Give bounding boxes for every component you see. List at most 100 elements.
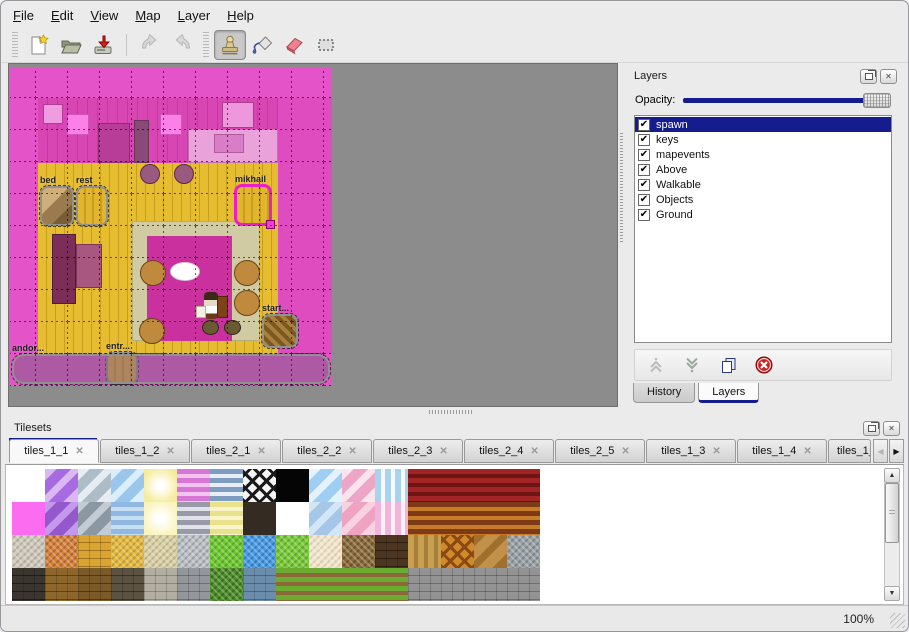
tile[interactable] xyxy=(309,469,342,502)
tile[interactable] xyxy=(177,535,210,568)
tileset-tab-tiles_1_4[interactable]: tiles_1_4 ✕ xyxy=(737,439,827,463)
scrollbar-thumb[interactable] xyxy=(885,483,899,543)
close-tab-icon[interactable]: ✕ xyxy=(166,445,175,457)
menu-help[interactable]: Help xyxy=(227,7,254,23)
opacity-slider[interactable] xyxy=(683,92,891,108)
tile[interactable] xyxy=(375,469,408,502)
tileset-tab-tiles_2_5[interactable]: tiles_2_5 ✕ xyxy=(555,439,645,463)
dock-tab-layers[interactable]: Layers xyxy=(698,383,760,403)
tile-grid[interactable] xyxy=(12,469,540,601)
layer-visibility-checkbox[interactable]: ✔ xyxy=(638,193,650,206)
new-file-button[interactable] xyxy=(23,30,55,60)
tile[interactable] xyxy=(375,568,408,601)
tile[interactable] xyxy=(243,502,276,535)
map-object-andor[interactable]: andor... xyxy=(11,343,331,385)
tile[interactable] xyxy=(507,535,540,568)
close-panel-button[interactable]: ✕ xyxy=(880,68,897,84)
layer-visibility-checkbox[interactable]: ✔ xyxy=(638,208,650,221)
duplicate-layer-button[interactable] xyxy=(715,353,741,377)
tile[interactable] xyxy=(408,502,441,535)
layer-list[interactable]: ✔ spawn ✔ keys ✔ mapevents ✔ Above ✔ Walkable ✔ Obj… xyxy=(634,115,892,343)
tile[interactable] xyxy=(144,469,177,502)
resize-grip[interactable] xyxy=(890,613,905,628)
menu-file[interactable]: File xyxy=(13,7,34,23)
tileset-tab-tiles_1_3[interactable]: tiles_1_3 ✕ xyxy=(646,439,736,463)
close-tab-icon[interactable]: ✕ xyxy=(257,445,266,457)
tile[interactable] xyxy=(342,469,375,502)
tile[interactable] xyxy=(375,502,408,535)
tile[interactable] xyxy=(309,535,342,568)
tile[interactable] xyxy=(507,568,540,601)
lower-layer-button[interactable] xyxy=(679,353,705,377)
open-button[interactable] xyxy=(55,30,87,60)
tile[interactable] xyxy=(276,535,309,568)
tile[interactable] xyxy=(12,469,45,502)
scroll-up-button[interactable]: ▲ xyxy=(884,468,900,483)
tile[interactable] xyxy=(342,568,375,601)
tile[interactable] xyxy=(144,535,177,568)
menu-map[interactable]: Map xyxy=(135,7,161,23)
tile[interactable] xyxy=(12,535,45,568)
tile[interactable] xyxy=(45,469,78,502)
tile[interactable] xyxy=(441,502,474,535)
tile[interactable] xyxy=(342,535,375,568)
tile[interactable] xyxy=(210,502,243,535)
tile[interactable] xyxy=(441,469,474,502)
tile[interactable] xyxy=(45,502,78,535)
tile[interactable] xyxy=(144,502,177,535)
tile[interactable] xyxy=(45,535,78,568)
layer-row-keys[interactable]: ✔ keys xyxy=(635,132,891,147)
raise-layer-button[interactable] xyxy=(643,353,669,377)
close-tab-icon[interactable]: ✕ xyxy=(712,445,721,457)
close-tab-icon[interactable]: ✕ xyxy=(621,445,630,457)
tile[interactable] xyxy=(507,469,540,502)
menu-edit[interactable]: Edit xyxy=(50,7,74,23)
tile[interactable] xyxy=(441,535,474,568)
tile[interactable] xyxy=(474,469,507,502)
undo-button[interactable] xyxy=(134,30,166,60)
tile[interactable] xyxy=(111,502,144,535)
stamp-brush-button[interactable] xyxy=(214,29,246,60)
selection-handle[interactable] xyxy=(266,220,275,229)
tile[interactable] xyxy=(441,568,474,601)
tile[interactable] xyxy=(276,502,309,535)
tile[interactable] xyxy=(177,469,210,502)
layer-visibility-checkbox[interactable]: ✔ xyxy=(638,133,650,146)
tileset-tab-tiles_2_1[interactable]: tiles_2_1 ✕ xyxy=(191,439,281,463)
tileset-tab-tiles_2_2[interactable]: tiles_2_2 ✕ xyxy=(282,439,372,463)
horizontal-splitter[interactable] xyxy=(1,407,908,417)
map-object-rest[interactable]: rest xyxy=(75,175,109,227)
tileset-view[interactable]: ▲ ▼ xyxy=(5,464,904,605)
layer-row-Objects[interactable]: ✔ Objects xyxy=(635,192,891,207)
tile[interactable] xyxy=(474,502,507,535)
tile[interactable] xyxy=(474,535,507,568)
dock-tab-history[interactable]: History xyxy=(633,383,696,403)
toolbar-grip[interactable] xyxy=(203,31,209,58)
float-panel-button[interactable] xyxy=(860,68,877,84)
float-panel-button[interactable] xyxy=(863,420,880,436)
tile[interactable] xyxy=(408,469,441,502)
menu-view[interactable]: View xyxy=(90,7,119,23)
layer-row-Walkable[interactable]: ✔ Walkable xyxy=(635,177,891,192)
tile[interactable] xyxy=(78,535,111,568)
eraser-button[interactable] xyxy=(278,30,310,60)
toolbar-grip[interactable] xyxy=(12,31,18,58)
tile[interactable] xyxy=(78,502,111,535)
close-tab-icon[interactable]: ✕ xyxy=(530,445,539,457)
scroll-tabs-right-button[interactable]: ▶ xyxy=(889,439,904,463)
close-panel-button[interactable]: ✕ xyxy=(883,420,900,436)
tile[interactable] xyxy=(210,535,243,568)
tileset-scrollbar[interactable]: ▲ ▼ xyxy=(884,468,900,601)
close-tab-icon[interactable]: ✕ xyxy=(439,445,448,457)
layer-visibility-checkbox[interactable]: ✔ xyxy=(638,148,650,161)
tile[interactable] xyxy=(342,502,375,535)
tile[interactable] xyxy=(507,502,540,535)
layer-visibility-checkbox[interactable]: ✔ xyxy=(638,163,650,176)
tileset-tab-tiles_2_4[interactable]: tiles_2_4 ✕ xyxy=(464,439,554,463)
rect-select-button[interactable] xyxy=(310,30,342,60)
scroll-down-button[interactable]: ▼ xyxy=(884,586,900,601)
tile[interactable] xyxy=(111,469,144,502)
tile[interactable] xyxy=(78,568,111,601)
tile[interactable] xyxy=(111,568,144,601)
tile[interactable] xyxy=(144,568,177,601)
